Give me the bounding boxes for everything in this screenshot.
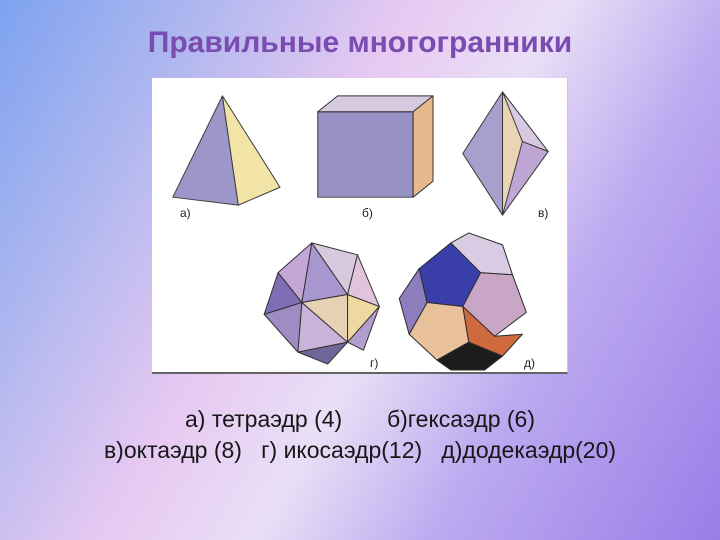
octahedron-icon	[463, 92, 548, 215]
caption-hexa: б)гексаэдр (6)	[387, 406, 535, 432]
hexahedron-icon	[318, 96, 433, 197]
polyhedra-svg	[152, 78, 567, 372]
caption-line-1: а) тетраэдр (4) б)гексаэдр (6)	[24, 404, 696, 435]
captions-block: а) тетраэдр (4) б)гексаэдр (6) в)октаэдр…	[0, 404, 720, 466]
figure-label-b: б)	[362, 206, 373, 220]
polyhedra-figure: а) б) в) г) д)	[152, 78, 568, 374]
caption-octa: в)октаэдр (8)	[104, 437, 242, 463]
figure-label-d: д)	[524, 356, 535, 370]
page-title: Правильные многогранники	[0, 0, 720, 60]
caption-dodeca: д)додекаэдр(20)	[441, 437, 616, 463]
figure-label-a: а)	[180, 206, 191, 220]
caption-tetra: а) тетраэдр (4)	[185, 406, 342, 432]
caption-icosa: г) икосаэдр(12)	[261, 437, 422, 463]
tetrahedron-icon	[173, 96, 280, 205]
slide-content: Правильные многогранники а) б) в) г) д) …	[0, 0, 720, 540]
icosahedron-icon	[264, 243, 379, 364]
figure-label-v: в)	[538, 206, 548, 220]
dodecahedron-icon	[399, 233, 526, 370]
figure-label-g: г)	[370, 356, 378, 370]
caption-line-2: в)октаэдр (8) г) икосаэдр(12) д)додекаэд…	[24, 435, 696, 466]
